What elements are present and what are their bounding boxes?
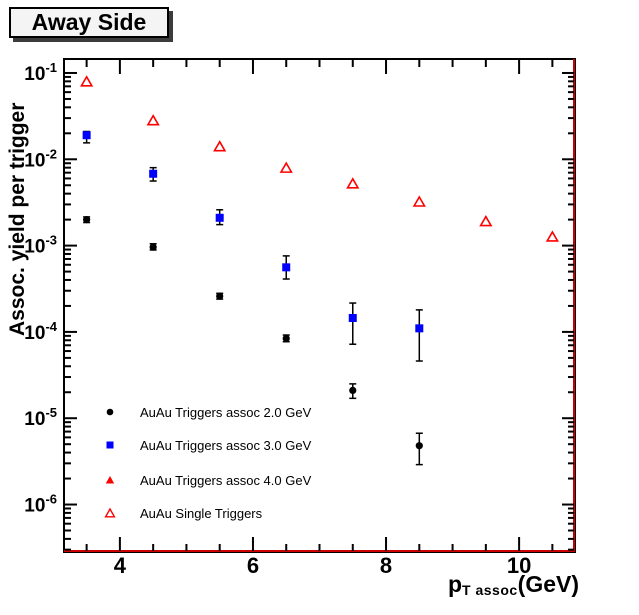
filled-circle-icon — [100, 406, 120, 418]
x-axis-title-unit: (GeV) — [517, 571, 579, 597]
data-point-circle — [149, 243, 157, 251]
data-point-square — [282, 263, 291, 272]
data-point-circle — [415, 442, 423, 450]
open-triangle-icon — [100, 507, 120, 519]
data-point-square — [149, 169, 158, 178]
legend-label: AuAu Triggers assoc 3.0 GeV — [140, 437, 312, 453]
x-axis-title: p T assoc (GeV) — [447, 571, 579, 598]
legend-row: AuAu Triggers assoc 3.0 GeV — [100, 437, 311, 453]
y-tick-label: 10-2 — [24, 146, 57, 171]
x-tick-label: 6 — [247, 553, 259, 578]
data-point-circle — [282, 334, 290, 343]
data-point-circle — [83, 216, 91, 224]
data-point-square — [348, 313, 357, 322]
x-tick-label: 10 — [507, 553, 531, 578]
y-tick-label: 10-3 — [24, 233, 57, 258]
legend-label: AuAu Triggers assoc 4.0 GeV — [140, 472, 312, 488]
x-tick-label: 4 — [114, 553, 127, 578]
filled-square-icon — [100, 439, 120, 451]
legend-label: AuAu Triggers assoc 2.0 GeV — [140, 404, 312, 420]
y-tick-label: 10-4 — [24, 319, 57, 344]
plot-title-box: Away Side — [9, 7, 169, 38]
data-point-square — [82, 131, 91, 140]
data-point-circle — [216, 292, 224, 300]
legend-row: AuAu Triggers assoc 2.0 GeV — [100, 404, 311, 420]
data-point-circle — [349, 386, 357, 395]
data-point-open-triangle — [80, 75, 94, 87]
legend-label: AuAu Single Triggers — [140, 505, 263, 521]
data-point-open-triangle — [346, 177, 360, 189]
y-axis-title: Assoc. yield per trigger — [6, 102, 29, 336]
data-point-open-triangle — [545, 230, 559, 242]
data-point-square — [215, 213, 224, 222]
data-point-open-triangle — [213, 140, 227, 152]
x-axis-title-main: p — [447, 571, 463, 597]
data-point-open-triangle — [146, 114, 160, 126]
data-point-open-triangle — [412, 195, 426, 207]
data-point-open-triangle — [279, 161, 293, 173]
legend-row: AuAu Triggers assoc 4.0 GeV — [100, 472, 311, 488]
y-tick-label: 10-6 — [24, 492, 57, 517]
legend-row: AuAu Single Triggers — [100, 505, 262, 521]
y-tick-label: 10-1 — [24, 60, 57, 85]
plot-title: Away Side — [31, 9, 147, 35]
x-axis-title-subscript: T assoc — [462, 582, 518, 598]
data-point-square — [415, 324, 424, 333]
data-point-open-triangle — [479, 214, 493, 227]
filled-triangle-icon — [100, 474, 120, 486]
y-tick-label: 10-5 — [24, 405, 57, 430]
x-tick-label: 8 — [380, 553, 392, 578]
